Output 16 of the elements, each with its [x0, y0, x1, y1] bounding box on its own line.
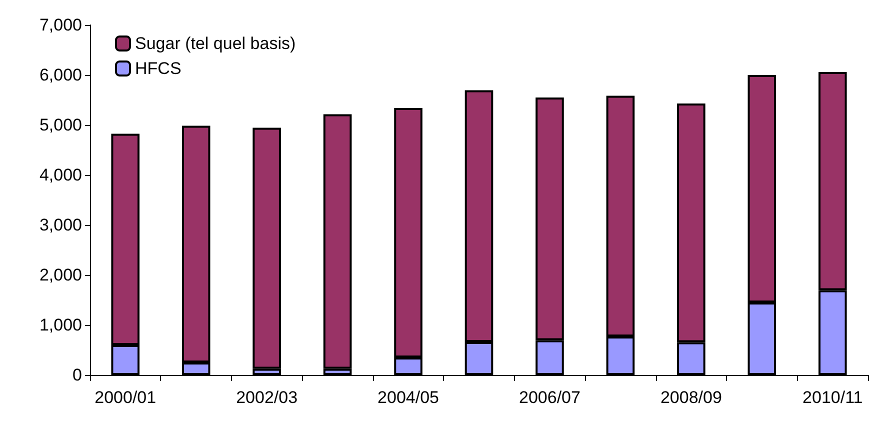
y-tick-label: 5,000 [39, 116, 82, 134]
y-tick-label: 2,000 [39, 266, 82, 284]
y-tick-label: 6,000 [39, 66, 82, 84]
legend-label: HFCS [135, 59, 182, 78]
y-tick-label: 7,000 [39, 16, 82, 34]
y-tick-label: 4,000 [39, 166, 82, 184]
x-tick-label: 2010/11 [802, 388, 863, 407]
x-tick-label: 2008/09 [660, 388, 722, 407]
x-tick-label: 2004/05 [378, 388, 439, 407]
y-tick-label: 1,000 [39, 316, 82, 334]
y-tick-label: 3,000 [39, 216, 82, 234]
legend-label: Sugar (tel quel basis) [135, 34, 296, 53]
x-tick-label: 2002/03 [236, 388, 298, 407]
x-tick-label: 2006/07 [519, 388, 580, 407]
y-tick-label: 0 [72, 366, 82, 384]
x-tick-label: 2000/01 [94, 388, 156, 407]
